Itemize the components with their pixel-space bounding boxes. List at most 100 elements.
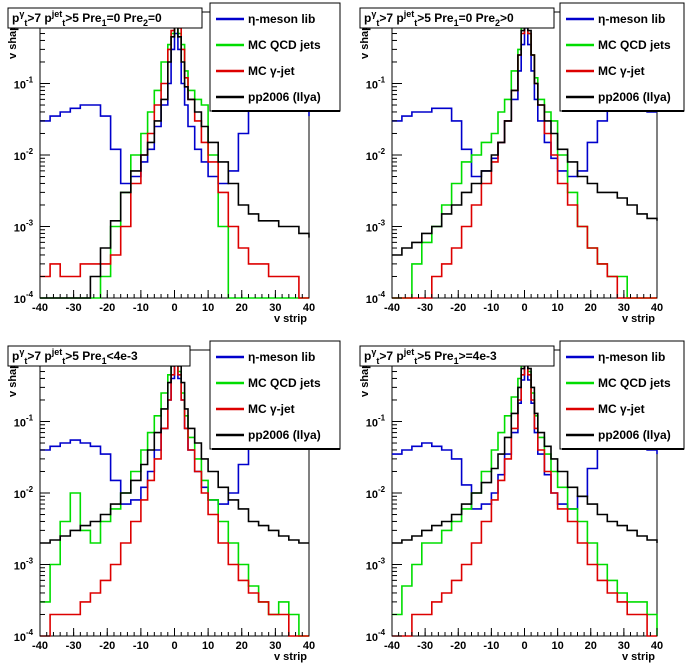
x-tick-label: -30 (66, 302, 82, 314)
legend-entry: η-meson lib (248, 350, 315, 364)
x-tick-label: 10 (202, 640, 214, 652)
panel-title-box (359, 7, 555, 29)
legend-box (209, 340, 341, 450)
y-tick-exponent: -3 (26, 219, 34, 228)
x-tick-label: 20 (585, 640, 597, 652)
legend-entry: MC γ-jet (598, 402, 645, 416)
y-tick-label: 10 (366, 561, 378, 573)
y-tick-exponent: -2 (378, 485, 386, 494)
y-tick-exponent: -2 (378, 147, 386, 156)
legend-entry: η-meson lib (598, 12, 665, 26)
y-tick-exponent: -2 (26, 485, 34, 494)
y-tick-exponent: -4 (378, 290, 386, 299)
y-tick-label: 10 (14, 80, 26, 92)
y-tick-label: 10 (366, 489, 378, 501)
y-tick-label: 10 (366, 418, 378, 430)
x-tick-label: 20 (236, 640, 248, 652)
legend-entry: MC QCD jets (248, 38, 321, 52)
x-tick-label: -40 (384, 640, 400, 652)
x-tick-label: -10 (133, 640, 149, 652)
y-tick-exponent: -4 (26, 290, 34, 299)
x-tick-label: 40 (651, 640, 663, 652)
x-tick-label: 10 (202, 302, 214, 314)
y-tick-label: 10 (14, 489, 26, 501)
panel-title-box (7, 345, 191, 367)
x-tick-label: -20 (99, 302, 115, 314)
x-axis-label: v strip (274, 651, 307, 663)
y-tick-exponent: -3 (378, 557, 386, 566)
legend-entry: MC γ-jet (598, 64, 645, 78)
series-line-pp2006-ilya (40, 12, 310, 299)
x-tick-label: 20 (585, 302, 597, 314)
y-tick-label: 10 (14, 632, 26, 644)
panel-title: pγt>7 pjett>5 Pre1<4e-3 (12, 347, 138, 366)
x-tick-label: 30 (618, 640, 630, 652)
y-tick-exponent: -4 (26, 628, 34, 637)
legend-entry: MC γ-jet (248, 64, 295, 78)
legend-entry: MC γ-jet (248, 402, 295, 416)
y-tick-label: 10 (366, 80, 378, 92)
y-tick-exponent: -3 (378, 219, 386, 228)
y-tick-label: 10 (14, 418, 26, 430)
x-axis-label: v strip (274, 313, 307, 325)
x-tick-label: -30 (417, 302, 433, 314)
x-tick-label: 0 (171, 640, 177, 652)
legend-entry: pp2006 (Ilya) (248, 90, 321, 104)
legend-box (559, 2, 685, 112)
x-tick-label: -20 (450, 302, 466, 314)
x-tick-label: 30 (269, 302, 281, 314)
panel-title-box (359, 345, 555, 367)
y-tick-exponent: -1 (378, 414, 386, 423)
x-tick-label: 10 (552, 640, 564, 652)
x-tick-label: 30 (269, 640, 281, 652)
legend-entry: MC QCD jets (598, 376, 671, 390)
x-tick-label: -30 (66, 640, 82, 652)
y-tick-exponent: -4 (378, 628, 386, 637)
x-tick-label: 0 (521, 302, 527, 314)
x-tick-label: -40 (32, 640, 48, 652)
y-tick-exponent: -1 (26, 76, 34, 85)
x-tick-label: 10 (552, 302, 564, 314)
y-tick-label: 10 (366, 632, 378, 644)
legend-entry: η-meson lib (598, 350, 665, 364)
x-tick-label: 20 (236, 302, 248, 314)
x-tick-label: -40 (384, 302, 400, 314)
legend-entry: pp2006 (Ilya) (248, 428, 321, 442)
x-tick-label: -10 (483, 302, 499, 314)
legend-entry: pp2006 (Ilya) (598, 90, 671, 104)
y-tick-exponent: -1 (378, 76, 386, 85)
legend-entry: MC QCD jets (598, 38, 671, 52)
panel-3: -40-30-20-1001020304010-410-310-210-11v … (7, 340, 341, 663)
legend-box (559, 340, 685, 450)
x-tick-label: 0 (171, 302, 177, 314)
y-tick-label: 10 (366, 151, 378, 163)
y-tick-label: 10 (14, 223, 26, 235)
y-tick-label: 10 (14, 294, 26, 306)
x-tick-label: -40 (32, 302, 48, 314)
y-tick-exponent: -3 (26, 557, 34, 566)
y-tick-exponent: -2 (26, 147, 34, 156)
x-tick-label: -10 (133, 302, 149, 314)
x-tick-label: 30 (618, 302, 630, 314)
panel-title-box (7, 7, 203, 29)
legend-box (209, 2, 341, 112)
y-tick-label: 10 (14, 561, 26, 573)
y-tick-label: 10 (366, 294, 378, 306)
x-tick-label: -20 (99, 640, 115, 652)
x-tick-label: -10 (483, 640, 499, 652)
y-tick-label: 10 (14, 151, 26, 163)
panel-4: -40-30-20-1001020304010-410-310-210-11v … (359, 340, 685, 663)
legend-entry: pp2006 (Ilya) (598, 428, 671, 442)
panel-1: -40-30-20-1001020304010-410-310-210-11v … (7, 2, 341, 325)
x-tick-label: -30 (417, 640, 433, 652)
panel-2: -40-30-20-1001020304010-410-310-210-11v … (359, 2, 685, 325)
x-axis-label: v strip (622, 313, 655, 325)
legend-entry: MC QCD jets (248, 376, 321, 390)
panel-title: pγt>7 pjett>5 Pre1=0 Pre2=0 (12, 9, 162, 28)
legend-entry: η-meson lib (248, 12, 315, 26)
x-tick-label: 40 (651, 302, 663, 314)
panel-title: pγt>7 pjett>5 Pre1>=4e-3 (364, 347, 497, 366)
x-tick-label: 40 (303, 640, 315, 652)
x-tick-label: 40 (303, 302, 315, 314)
